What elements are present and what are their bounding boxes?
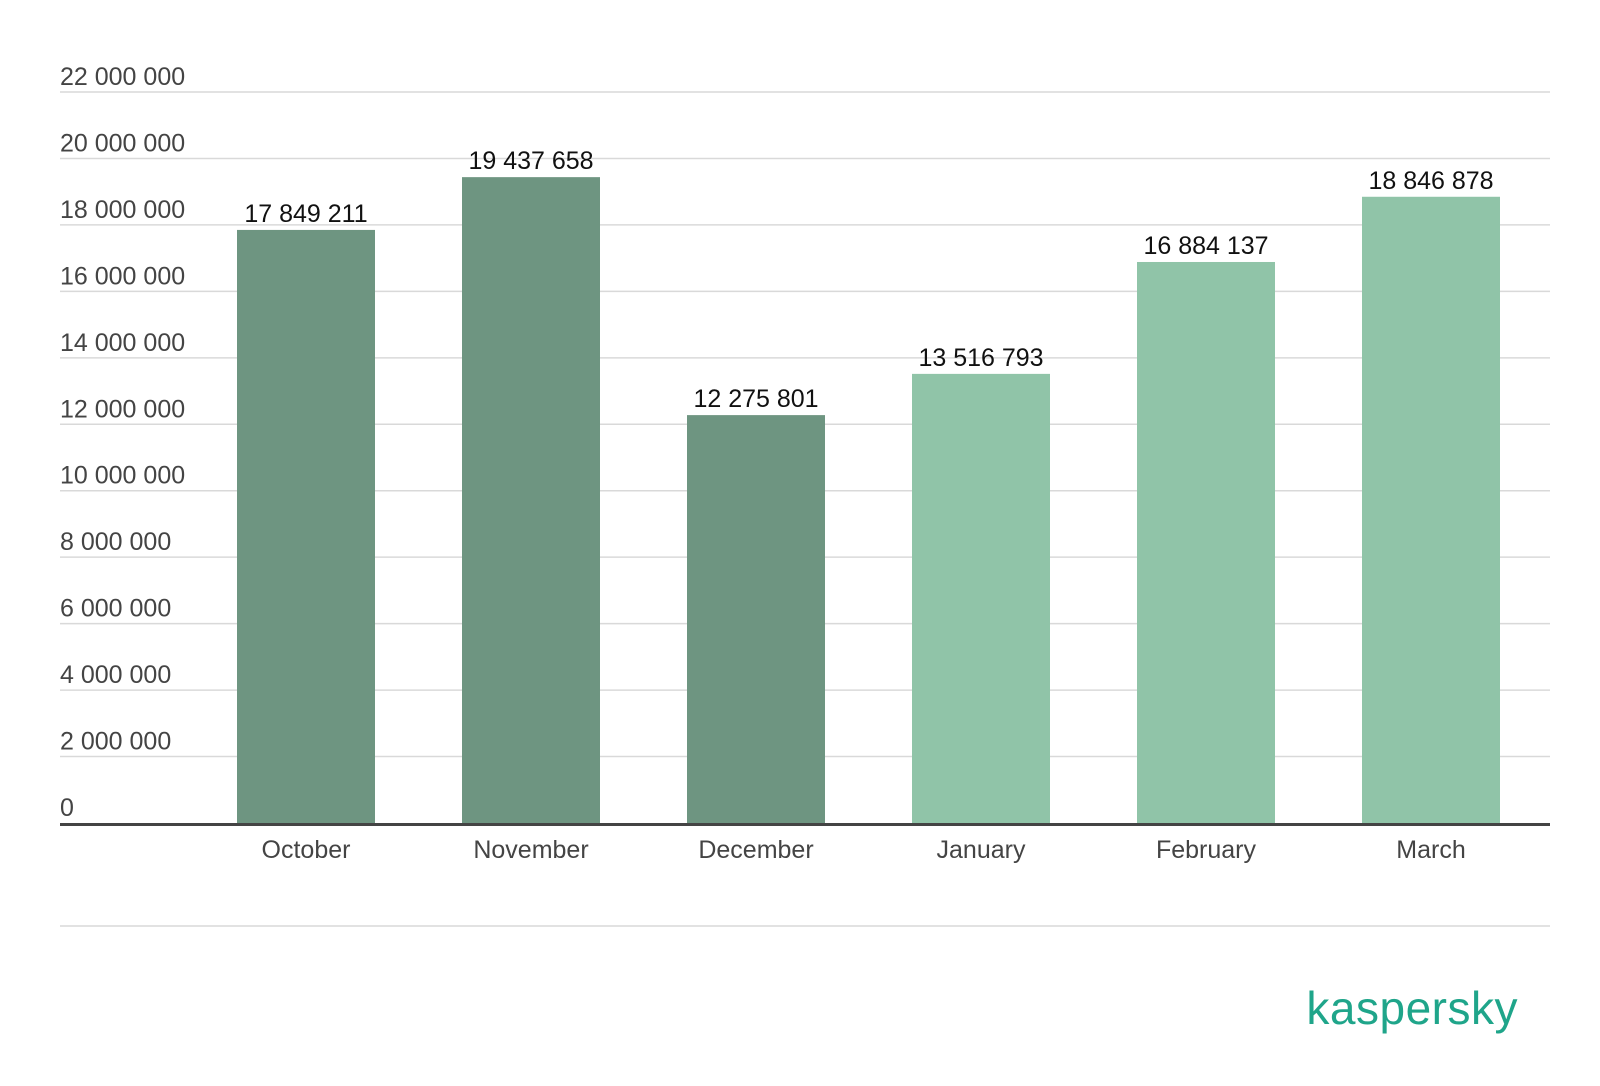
y-tick-label: 8 000 000 bbox=[60, 528, 171, 556]
y-tick-label: 14 000 000 bbox=[60, 329, 185, 357]
bars bbox=[237, 177, 1500, 823]
data-label: 16 884 137 bbox=[1143, 232, 1268, 260]
y-tick-label: 10 000 000 bbox=[60, 462, 185, 490]
x-tick-label: March bbox=[1396, 836, 1465, 864]
y-tick-label: 12 000 000 bbox=[60, 395, 185, 423]
x-tick-label: December bbox=[698, 836, 813, 864]
y-tick-label: 4 000 000 bbox=[60, 661, 171, 689]
data-label: 18 846 878 bbox=[1368, 167, 1493, 195]
x-tick-label: February bbox=[1156, 836, 1257, 864]
data-label: 13 516 793 bbox=[918, 344, 1043, 372]
bar-march bbox=[1362, 196, 1500, 823]
bar-october bbox=[237, 229, 375, 823]
x-tick-label: October bbox=[262, 836, 351, 864]
data-labels: 17 849 211 19 437 658 12 275 801 13 516 793… bbox=[244, 147, 1493, 413]
y-tick-label: 2 000 000 bbox=[60, 728, 171, 756]
data-label: 19 437 658 bbox=[468, 147, 593, 175]
data-label: 12 275 801 bbox=[693, 385, 818, 413]
y-tick-label: 0 bbox=[60, 794, 74, 822]
kaspersky-logo: kaspersky bbox=[1306, 982, 1518, 1034]
x-tick-label: November bbox=[473, 836, 588, 864]
data-label: 17 849 211 bbox=[244, 200, 367, 228]
x-axis-ticks: October November December January February Ma… bbox=[262, 836, 1466, 864]
y-tick-label: 20 000 000 bbox=[60, 129, 185, 157]
bar-november bbox=[462, 177, 600, 823]
y-tick-label: 18 000 000 bbox=[60, 196, 185, 224]
x-tick-label: January bbox=[937, 836, 1026, 864]
y-tick-label: 6 000 000 bbox=[60, 595, 171, 623]
bar-december bbox=[687, 415, 825, 823]
bar-january bbox=[912, 373, 1050, 823]
y-tick-label: 22 000 000 bbox=[60, 63, 185, 91]
y-tick-label: 16 000 000 bbox=[60, 262, 185, 290]
bar-february bbox=[1137, 261, 1275, 823]
y-axis-ticks: 0 2 000 000 4 000 000 6 000 000 8 000 000 10 … bbox=[60, 63, 185, 822]
